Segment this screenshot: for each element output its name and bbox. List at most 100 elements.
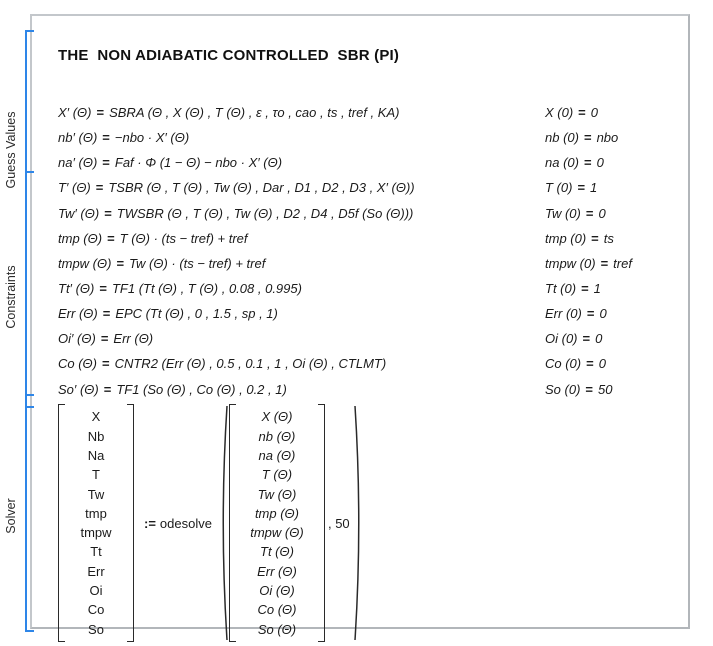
equation-region[interactable]: X′ (Θ) = SBRA (Θ , X (Θ) , T (Θ) , ε , τ… (58, 105, 399, 120)
equals-sign: = (582, 331, 591, 347)
vector-entry: Oi (Θ) (259, 583, 295, 599)
init-rhs: 1 (590, 180, 598, 196)
vector-entry: So (Θ) (257, 621, 297, 637)
init-lhs: tmp (0) (545, 230, 587, 246)
equals-sign: = (585, 381, 593, 397)
vector-entry: nb (Θ) (258, 428, 296, 444)
init-rhs: 0 (596, 155, 604, 171)
init-lhs: Co (0) (545, 356, 582, 372)
equals-sign: = (116, 255, 125, 271)
equation-rhs: TWSBR (Θ , T (Θ) , Tw (Θ) , D2 , D4 , D5… (116, 205, 414, 221)
initial-condition-region[interactable]: nb (0) = nbo (545, 130, 618, 145)
equation-lhs: Err (Θ) (58, 306, 98, 322)
initial-condition-region[interactable]: tmp (0) = ts (545, 231, 614, 246)
init-lhs: X (0) (545, 105, 574, 121)
equation-lhs: Tt′ (Θ) (58, 281, 95, 297)
equation-region[interactable]: Co (Θ) = CNTR2 (Err (Θ) , 0.5 , 0.1 , 1 … (58, 356, 386, 371)
equation-rhs: TSBR (Θ , T (Θ) , Tw (Θ) , Dar , D1 , D2… (108, 180, 415, 196)
equation-lhs: Tw′ (Θ) (58, 205, 100, 221)
vector-entry: T (Θ) (261, 467, 293, 483)
initial-condition-region[interactable]: Err (0) = 0 (545, 306, 607, 321)
equals-sign: = (102, 356, 110, 372)
equation-row: Co (Θ) = CNTR2 (Err (Θ) , 0.5 , 0.1 , 1 … (58, 351, 668, 376)
equation-lhs: nb′ (Θ) (58, 130, 98, 146)
init-lhs: Tt (0) (545, 281, 577, 297)
init-rhs: 0 (598, 356, 606, 372)
equation-row: X′ (Θ) = SBRA (Θ , X (Θ) , T (Θ) , ε , τ… (58, 100, 668, 125)
equation-lhs: tmpw (Θ) (58, 255, 112, 271)
initial-condition-region[interactable]: Tw (0) = 0 (545, 206, 606, 221)
equals-sign: = (100, 331, 109, 347)
equation-row: tmpw (Θ) = Tw (Θ) · (ts − tref) + tref t… (58, 251, 668, 276)
equation-lhs: na′ (Θ) (58, 155, 98, 171)
close-paren (353, 405, 360, 641)
init-rhs: nbo (596, 130, 619, 146)
section-label-constraints: Constraints (3, 217, 19, 377)
initial-condition-region[interactable]: tmpw (0) = tref (545, 256, 632, 271)
equation-row: Err (Θ) = EPC (Tt (Θ) , 0 , 1.5 , sp , 1… (58, 301, 668, 326)
equals-sign: = (600, 255, 609, 271)
equation-region[interactable]: tmp (Θ) = T (Θ) · (ts − tref) + tref (58, 231, 248, 246)
equals-sign: = (581, 281, 589, 297)
equation-list: X′ (Θ) = SBRA (Θ , X (Θ) , T (Θ) , ε , τ… (58, 100, 668, 402)
initial-condition-region[interactable]: na (0) = 0 (545, 155, 604, 170)
vector-entry: Err (87, 563, 105, 579)
initial-condition-region[interactable]: T (0) = 1 (545, 180, 597, 195)
init-rhs: 0 (598, 205, 606, 221)
assign-operator: := (144, 515, 156, 531)
equals-sign: = (102, 155, 110, 171)
equals-sign: = (586, 356, 594, 372)
equals-sign: = (586, 306, 595, 322)
equation-rhs: −nbo · X′ (Θ) (114, 130, 190, 146)
page-title[interactable]: THE NON ADIABATIC CONTROLLED SBR (PI) (58, 47, 400, 64)
section-label-guess-values: Guess Values (3, 70, 19, 230)
init-lhs: nb (0) (545, 130, 579, 146)
equation-rhs: Tw (Θ) · (ts − tref) + tref (129, 255, 266, 271)
equation-region[interactable]: nb′ (Θ) = −nbo · X′ (Θ) (58, 130, 189, 145)
equals-sign: = (102, 130, 110, 146)
equals-sign: = (585, 205, 594, 221)
equals-sign: = (578, 105, 586, 121)
bracket-tick (25, 394, 34, 396)
bracket-tick (25, 171, 34, 173)
equation-rhs: Faf · Φ (1 − Θ) − nbo · X′ (Θ) (114, 155, 283, 171)
vector-entry: Tt (Θ) (260, 544, 294, 560)
vector-entry: tmp (Θ) (254, 505, 299, 521)
odesolve-block[interactable]: X Nb Na T Tw tmp tmpw Tt Err Oi Co So :=… (58, 403, 364, 643)
equals-sign: = (591, 230, 599, 246)
initial-condition-region[interactable]: So (0) = 50 (545, 382, 612, 397)
odesolve-function-name: odesolve (159, 515, 212, 531)
equation-region[interactable]: T′ (Θ) = TSBR (Θ , T (Θ) , Tw (Θ) , Dar … (58, 180, 415, 195)
equation-region[interactable]: tmpw (Θ) = Tw (Θ) · (ts − tref) + tref (58, 256, 265, 271)
vector-entry: tmpw (Θ) (250, 525, 304, 541)
section-label-solver: Solver (3, 436, 19, 596)
init-rhs: 0 (599, 306, 607, 322)
equation-region[interactable]: So′ (Θ) = TF1 (So (Θ) , Co (Θ) , 0.2 , 1… (58, 382, 287, 397)
equation-rhs: T (Θ) · (ts − tref) + tref (119, 230, 248, 246)
equation-region[interactable]: Tt′ (Θ) = TF1 (Tt (Θ) , T (Θ) , 0.08 , 0… (58, 281, 302, 296)
vector-entry: Co (Θ) (257, 602, 297, 618)
equation-region[interactable]: Err (Θ) = EPC (Tt (Θ) , 0 , 1.5 , sp , 1… (58, 306, 278, 321)
init-lhs: na (0) (545, 155, 579, 171)
equation-region[interactable]: Tw′ (Θ) = TWSBR (Θ , T (Θ) , Tw (Θ) , D2… (58, 206, 413, 221)
vector-entry: Tw (Θ) (257, 486, 297, 502)
equals-sign: = (102, 306, 111, 322)
equals-sign: = (583, 130, 592, 146)
odesolve-argument-vector: X (Θ) nb (Θ) na (Θ) T (Θ) Tw (Θ) tmp (Θ)… (228, 404, 325, 642)
initial-condition-region[interactable]: Oi (0) = 0 (545, 331, 602, 346)
equation-row: na′ (Θ) = Faf · Φ (1 − Θ) − nbo · X′ (Θ)… (58, 150, 668, 175)
vector-entry: na (Θ) (258, 447, 296, 463)
equation-row: Tw′ (Θ) = TWSBR (Θ , T (Θ) , Tw (Θ) , D2… (58, 201, 668, 226)
equation-rhs: Err (Θ) (113, 331, 154, 347)
equals-sign: = (96, 105, 105, 121)
initial-condition-region[interactable]: X (0) = 0 (545, 105, 598, 120)
solver-output-vector: X Nb Na T Tw tmp tmpw Tt Err Oi Co So (58, 404, 134, 642)
equation-region[interactable]: na′ (Θ) = Faf · Φ (1 − Θ) − nbo · X′ (Θ) (58, 155, 282, 170)
equation-region[interactable]: Oi′ (Θ) = Err (Θ) (58, 331, 153, 346)
init-lhs: Oi (0) (545, 331, 578, 347)
equation-lhs: Oi′ (Θ) (58, 331, 96, 347)
initial-condition-region[interactable]: Co (0) = 0 (545, 356, 606, 371)
initial-condition-region[interactable]: Tt (0) = 1 (545, 281, 601, 296)
init-lhs: Tw (0) (545, 205, 581, 221)
equation-row: nb′ (Θ) = −nbo · X′ (Θ) nb (0) = nbo (58, 125, 668, 150)
